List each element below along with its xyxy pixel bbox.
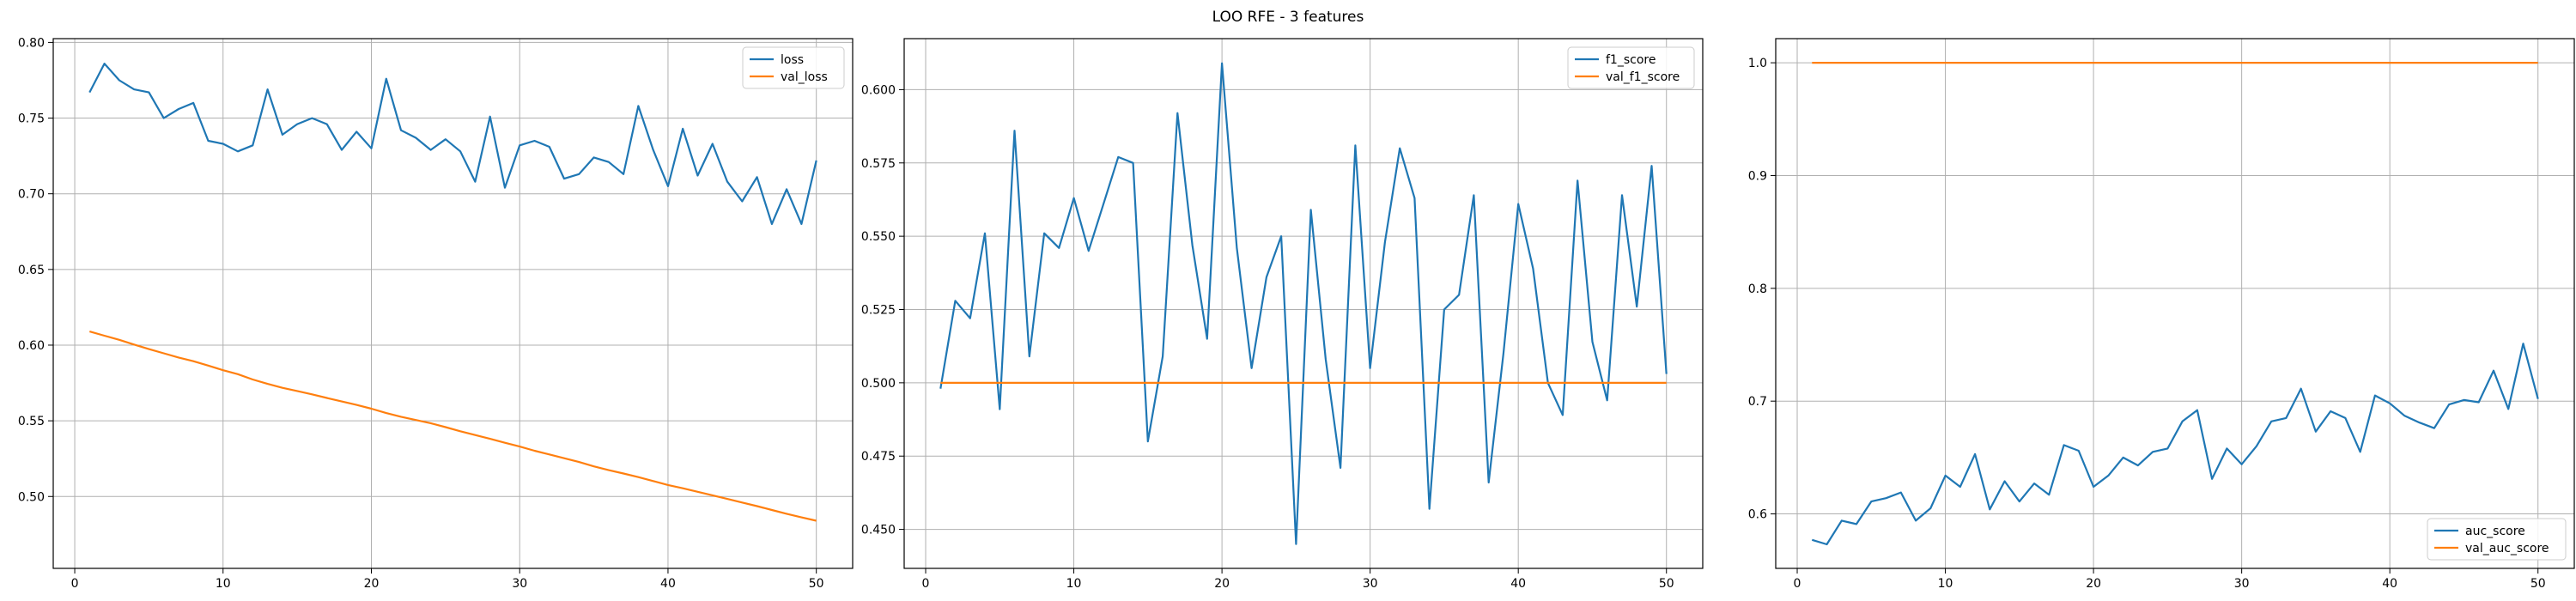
y-tick-label: 1.0 (1748, 57, 1767, 70)
auc-score-subplot: 0 10 20 30 40 50 0.6 0.7 0.8 0.9 1.0 auc_score val_a… (1748, 38, 2575, 591)
x-tick-label: 30 (1363, 577, 1378, 591)
y-tick-label: 0.600 (861, 83, 896, 97)
f1-score-subplot: 0 10 20 30 40 50 0.450 0.475 0.500 0.525 0.550 0.57… (861, 38, 1704, 591)
legend-label: auc_score (2465, 525, 2525, 538)
axes-frame (1775, 38, 2575, 569)
y-tick-label: 0.7 (1748, 395, 1767, 409)
y-tick-label: 0.70 (18, 188, 45, 202)
series-line-f1-score (939, 62, 1668, 545)
axes-frame (52, 38, 854, 569)
series-line-val-loss (89, 331, 817, 522)
loss-subplot: 0 10 20 30 40 50 0.50 0.55 0.60 0.65 0.70 0.75 0.80 l… (18, 36, 854, 591)
x-tick-label: 40 (2382, 577, 2397, 591)
legend-label: f1_score (1606, 53, 1656, 67)
y-tick-label: 0.80 (18, 36, 45, 50)
x-tick-label: 10 (1938, 577, 1953, 591)
y-tick-label: 0.6 (1748, 508, 1767, 522)
x-tick-label: 20 (2086, 577, 2101, 591)
y-tick-label: 0.550 (861, 230, 896, 244)
x-tick-label: 0 (922, 577, 930, 591)
y-tick-label: 0.525 (861, 303, 896, 317)
y-tick-label: 0.500 (861, 377, 896, 391)
legend: f1_score val_f1_score (1567, 46, 1695, 89)
y-tick-label: 0.8 (1748, 282, 1767, 296)
x-tick-label: 50 (2530, 577, 2546, 591)
x-tick-label: 10 (1066, 577, 1082, 591)
legend-box (1567, 46, 1695, 89)
axes-frame (903, 38, 1704, 569)
figure-title: LOO RFE - 3 features (1212, 9, 1364, 26)
y-tick-label: 0.475 (861, 450, 896, 464)
x-tick-label: 20 (364, 577, 380, 591)
legend-label: val_loss (781, 70, 828, 84)
y-tick-label: 0.65 (18, 264, 45, 277)
series-line-loss (88, 62, 817, 225)
y-tick-label: 0.50 (18, 490, 45, 504)
y-tick-label: 0.55 (18, 415, 45, 428)
x-tick-label: 0 (1794, 577, 1801, 591)
legend-box (742, 46, 845, 89)
y-tick-label: 0.450 (861, 524, 896, 537)
x-tick-label: 10 (216, 577, 231, 591)
legend: loss val_loss (742, 46, 845, 89)
legend-label: loss (781, 53, 804, 67)
legend-box (2427, 518, 2567, 561)
x-tick-label: 50 (809, 577, 824, 591)
x-tick-label: 0 (71, 577, 79, 591)
y-tick-label: 0.75 (18, 112, 45, 126)
y-tick-label: 0.9 (1748, 169, 1767, 183)
x-tick-label: 40 (660, 577, 676, 591)
legend: auc_score val_auc_score (2427, 518, 2567, 561)
x-tick-label: 50 (1659, 577, 1674, 591)
legend-label: val_auc_score (2465, 542, 2549, 555)
y-tick-label: 0.575 (861, 157, 896, 171)
series-line-auc-score (1811, 343, 2539, 546)
x-tick-label: 40 (1510, 577, 1526, 591)
y-tick-label: 0.60 (18, 339, 45, 353)
x-tick-label: 20 (1214, 577, 1230, 591)
legend-label: val_f1_score (1606, 70, 1680, 84)
x-tick-label: 30 (512, 577, 527, 591)
x-tick-label: 30 (2234, 577, 2250, 591)
